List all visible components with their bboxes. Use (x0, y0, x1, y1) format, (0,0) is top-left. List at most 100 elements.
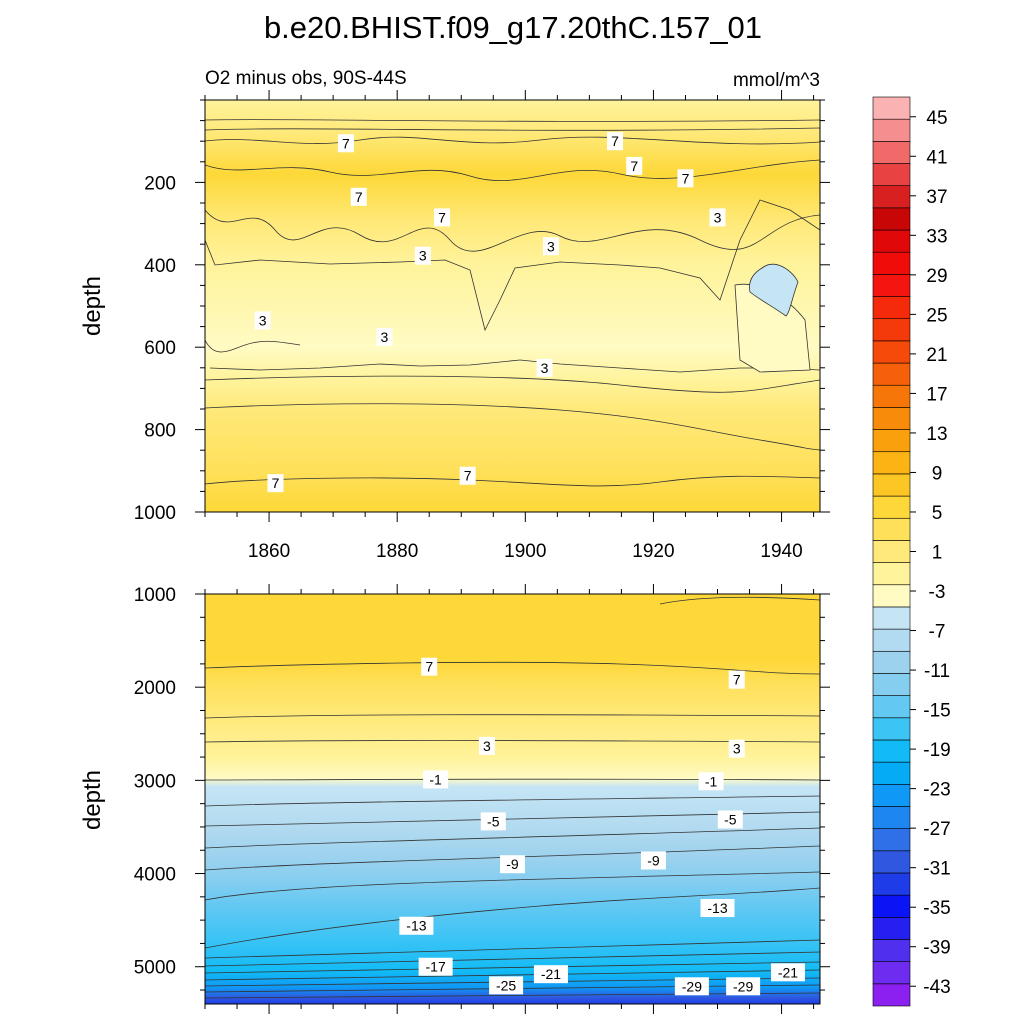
colorbar-cell (872, 185, 911, 209)
lower-contour-line (205, 795, 820, 807)
colorbar-cell (872, 163, 911, 186)
colorbar: 45 41 37 33 29 25 21 17 13 9 5 1 -3 -7 -11 -15 -19 -23 -27… (872, 96, 951, 1007)
contour-label-box (376, 327, 393, 346)
colorbar-tick-label: -7 (929, 622, 946, 643)
contour-label-text: 3 (419, 248, 427, 264)
colorbar-cell (872, 318, 911, 342)
colorbar-cell (872, 540, 911, 563)
upper-contour-line (205, 119, 820, 122)
colorbar-cell (872, 296, 911, 320)
contour-label-box (399, 916, 434, 935)
contour-label-text: 3 (733, 741, 741, 757)
contour-label-text: -21 (778, 964, 798, 980)
colorbar-tick-label: -35 (923, 898, 950, 919)
contour-label-text: 7 (733, 672, 741, 688)
colorbar-tick-label: -3 (929, 582, 946, 603)
contour-label-text: -17 (426, 959, 446, 975)
lower-contour-line (205, 951, 820, 967)
colorbar-tick-label: 29 (926, 266, 947, 287)
contour-label-box (478, 736, 495, 755)
contour-label: -5 (480, 812, 506, 831)
colorbar-cell (872, 894, 911, 918)
contour-label-text: 3 (483, 738, 491, 754)
colorbar-cell (872, 872, 911, 896)
upper-contour-line (205, 199, 820, 332)
contour-label: 3 (536, 358, 553, 377)
contour-label: -9 (500, 855, 525, 874)
contour-label-text: 3 (714, 209, 722, 225)
lower-contour-line (205, 871, 820, 901)
colorbar-cell (872, 961, 911, 985)
contour-label-box (709, 208, 726, 227)
contour-label: -5 (717, 810, 743, 829)
contour-label-text: -9 (647, 853, 660, 869)
contour-label-box (607, 132, 623, 151)
lower-contour-line (205, 827, 820, 849)
colorbar-tick-label: 21 (926, 345, 947, 366)
upper-contour-line (209, 359, 820, 373)
contour-label: 7 (267, 474, 284, 493)
contour-label-box (254, 311, 271, 330)
y-tick-label: 1000 (134, 585, 176, 606)
contour-label: 7 (607, 132, 623, 151)
colorbar-tick-label: -11 (924, 661, 950, 682)
colorbar-cell (872, 673, 911, 696)
colorbar-cell (872, 717, 911, 741)
contour-label-text: 3 (259, 312, 267, 328)
x-tick-label: 1920 (632, 541, 674, 562)
contour-label-text: -1 (705, 773, 718, 789)
colorbar-tick-label: 1 (932, 543, 943, 564)
y-tick-label: 800 (144, 421, 176, 442)
lower-contour-line (205, 984, 820, 993)
colorbar-tick-label: -39 (923, 938, 950, 959)
lower-contour-line (205, 887, 820, 949)
contour-label: 7 (728, 670, 745, 689)
colorbar-tick-label: -23 (923, 780, 950, 801)
colorbar-tick-label: 5 (932, 503, 943, 524)
colorbar-cell (872, 562, 911, 586)
contour-label: 7 (337, 134, 354, 153)
lower-contour-line (205, 961, 820, 974)
colorbar-tick-label: -19 (923, 740, 950, 761)
contour-label: 3 (414, 246, 431, 265)
colorbar-cell (872, 584, 911, 608)
contour-label-text: -13 (707, 900, 727, 916)
lower-panel-frame (204, 593, 821, 1005)
upper-contour-line (205, 475, 820, 487)
contour-label-text: 7 (682, 170, 690, 186)
contour-label-text: -5 (724, 812, 737, 828)
contour-label-text: 3 (380, 329, 388, 345)
contour-label: -13 (700, 899, 735, 918)
colorbar-tick-label: 9 (932, 463, 943, 484)
colorbar-cell (872, 517, 911, 541)
colorbar-tick-label: -31 (923, 859, 950, 880)
colorbar-cell (872, 251, 911, 275)
contour-label-text: -5 (487, 813, 500, 829)
colorbar-cell (872, 473, 911, 497)
contour-label: -29 (674, 977, 709, 996)
x-tick-label: 1880 (376, 541, 418, 562)
lower-panel: 7 7 3 3 -1 -1 -5 -5 -9 -9 -13 -13 -17 -21 -21 -25 -29 -29… (79, 584, 830, 1014)
contour-label-box (770, 963, 805, 982)
contour-label: -1 (423, 770, 449, 789)
contour-label: -13 (399, 916, 434, 935)
lower-contour-line (205, 740, 820, 743)
colorbar-cell (872, 384, 911, 408)
colorbar-tick-label: 33 (926, 226, 947, 247)
colorbar-tick-label: -15 (923, 701, 950, 722)
colorbar-cell (872, 229, 911, 253)
contour-label-box (717, 810, 743, 829)
chart-subtitle-left: O2 minus obs, 90S-44S (205, 68, 407, 89)
colorbar-cell (872, 983, 911, 1007)
contour-label-box (267, 474, 284, 493)
contour-label: 3 (728, 739, 745, 758)
contour-label-text: -25 (496, 977, 516, 993)
colorbar-cell (872, 340, 911, 364)
contour-label: -29 (726, 977, 761, 996)
x-tick-label: 1900 (504, 541, 546, 562)
colorbar-cell (872, 917, 911, 940)
colorbar-cell (872, 407, 911, 430)
contour-label-box (536, 358, 553, 377)
contour-label: 7 (626, 156, 643, 175)
